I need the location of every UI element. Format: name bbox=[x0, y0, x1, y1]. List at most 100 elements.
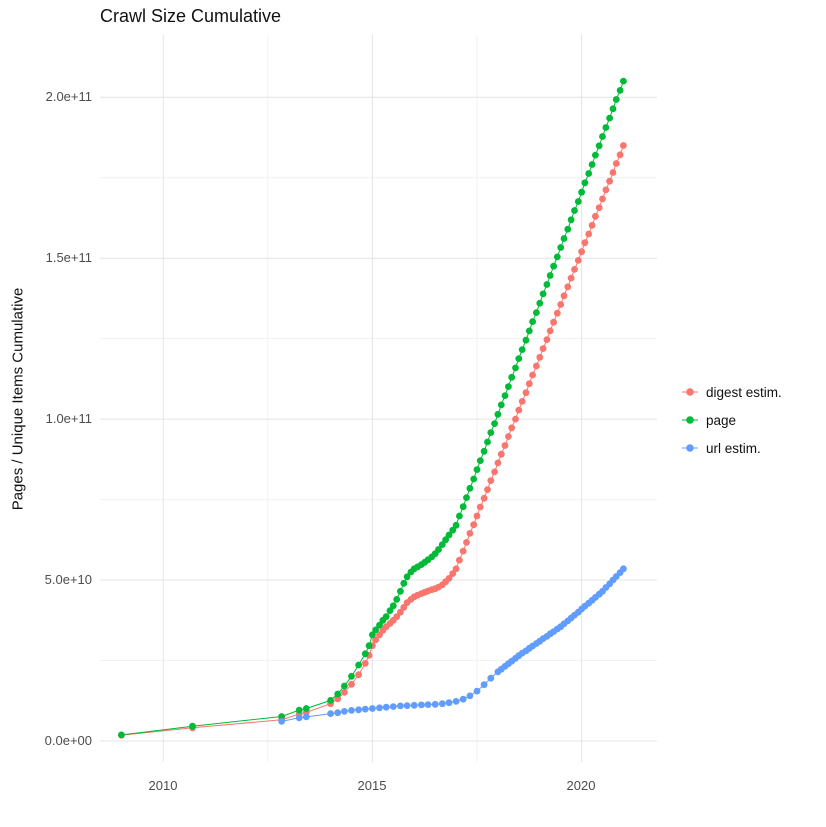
data-point bbox=[536, 299, 544, 307]
data-point bbox=[397, 587, 404, 595]
data-point bbox=[515, 406, 523, 414]
data-point bbox=[118, 731, 125, 739]
data-point bbox=[449, 526, 457, 534]
data-point bbox=[463, 494, 470, 501]
data-point bbox=[612, 96, 620, 103]
data-point bbox=[606, 177, 613, 185]
data-point bbox=[550, 262, 557, 270]
legend-item-url-estim: url estim. bbox=[681, 434, 782, 462]
data-point bbox=[369, 705, 376, 712]
data-point bbox=[616, 87, 624, 94]
data-point bbox=[592, 212, 599, 220]
data-point bbox=[539, 290, 547, 298]
data-point bbox=[355, 661, 362, 669]
data-point bbox=[602, 124, 610, 131]
data-point bbox=[302, 705, 310, 712]
data-point bbox=[588, 221, 596, 229]
data-point bbox=[599, 195, 606, 203]
data-point bbox=[376, 704, 383, 712]
data-point bbox=[599, 133, 606, 140]
data-point bbox=[522, 389, 530, 397]
data-point bbox=[456, 556, 463, 564]
data-point bbox=[494, 459, 502, 467]
legend-label: url estim. bbox=[706, 440, 761, 456]
data-point bbox=[564, 225, 572, 233]
data-point bbox=[588, 161, 596, 168]
data-point bbox=[581, 179, 589, 187]
data-point bbox=[452, 698, 460, 705]
data-point bbox=[470, 475, 478, 483]
data-point bbox=[438, 541, 446, 548]
data-point bbox=[585, 230, 593, 238]
data-point bbox=[484, 486, 491, 493]
data-point bbox=[606, 114, 613, 122]
data-point bbox=[361, 660, 369, 667]
data-point bbox=[620, 142, 627, 149]
y-tick-label: 0.0e+00 bbox=[44, 733, 92, 748]
legend-label: page bbox=[706, 412, 737, 428]
data-point bbox=[449, 570, 457, 577]
data-point bbox=[620, 565, 627, 573]
data-point bbox=[522, 336, 530, 344]
data-point bbox=[372, 626, 380, 634]
url-estim-point-icon bbox=[681, 439, 699, 457]
data-point bbox=[505, 383, 512, 390]
x-tick-label: 2010 bbox=[148, 778, 178, 793]
data-point bbox=[574, 198, 582, 205]
data-point bbox=[435, 546, 442, 553]
data-point bbox=[361, 650, 369, 658]
data-point bbox=[497, 450, 505, 458]
data-point bbox=[376, 621, 383, 629]
y-tick-label: 2.0e+11 bbox=[45, 89, 92, 104]
data-point bbox=[585, 170, 593, 177]
data-point bbox=[403, 573, 411, 581]
data-point bbox=[581, 239, 589, 247]
data-point bbox=[327, 697, 334, 704]
data-point bbox=[553, 253, 561, 261]
data-point bbox=[595, 142, 603, 150]
data-point bbox=[560, 235, 568, 242]
data-point bbox=[302, 713, 310, 721]
x-tick-label: 2020 bbox=[566, 778, 596, 793]
data-point bbox=[295, 706, 303, 714]
data-point bbox=[571, 266, 578, 273]
data-point bbox=[487, 429, 495, 436]
data-point bbox=[327, 710, 334, 717]
x-tick-label: 2015 bbox=[357, 778, 387, 793]
data-point bbox=[508, 373, 516, 381]
data-point bbox=[473, 466, 481, 473]
data-point bbox=[466, 530, 474, 537]
data-point bbox=[578, 248, 585, 256]
data-point bbox=[382, 703, 390, 711]
data-point bbox=[480, 681, 488, 689]
data-point bbox=[341, 708, 348, 715]
data-point bbox=[476, 457, 484, 464]
data-point bbox=[334, 709, 342, 717]
data-point bbox=[278, 718, 285, 725]
data-point bbox=[334, 695, 342, 703]
data-point bbox=[348, 707, 355, 714]
data-point bbox=[418, 701, 425, 709]
data-point bbox=[452, 521, 460, 529]
data-point bbox=[463, 539, 470, 546]
data-point bbox=[553, 309, 561, 317]
data-point bbox=[189, 722, 196, 730]
data-point bbox=[382, 613, 390, 621]
data-point bbox=[512, 364, 519, 372]
data-point bbox=[480, 494, 488, 502]
data-point bbox=[445, 531, 453, 539]
y-tick-label: 1.0e+11 bbox=[45, 411, 92, 426]
data-point bbox=[361, 705, 369, 713]
series-url-estim bbox=[278, 565, 627, 725]
data-point bbox=[609, 105, 617, 113]
data-point bbox=[369, 631, 376, 639]
data-point bbox=[348, 680, 355, 688]
data-point bbox=[445, 575, 453, 582]
data-point bbox=[578, 188, 585, 196]
page-point-icon bbox=[681, 411, 699, 429]
data-point bbox=[372, 636, 380, 644]
data-point bbox=[389, 602, 397, 610]
data-point bbox=[529, 318, 536, 325]
data-point bbox=[557, 301, 565, 308]
